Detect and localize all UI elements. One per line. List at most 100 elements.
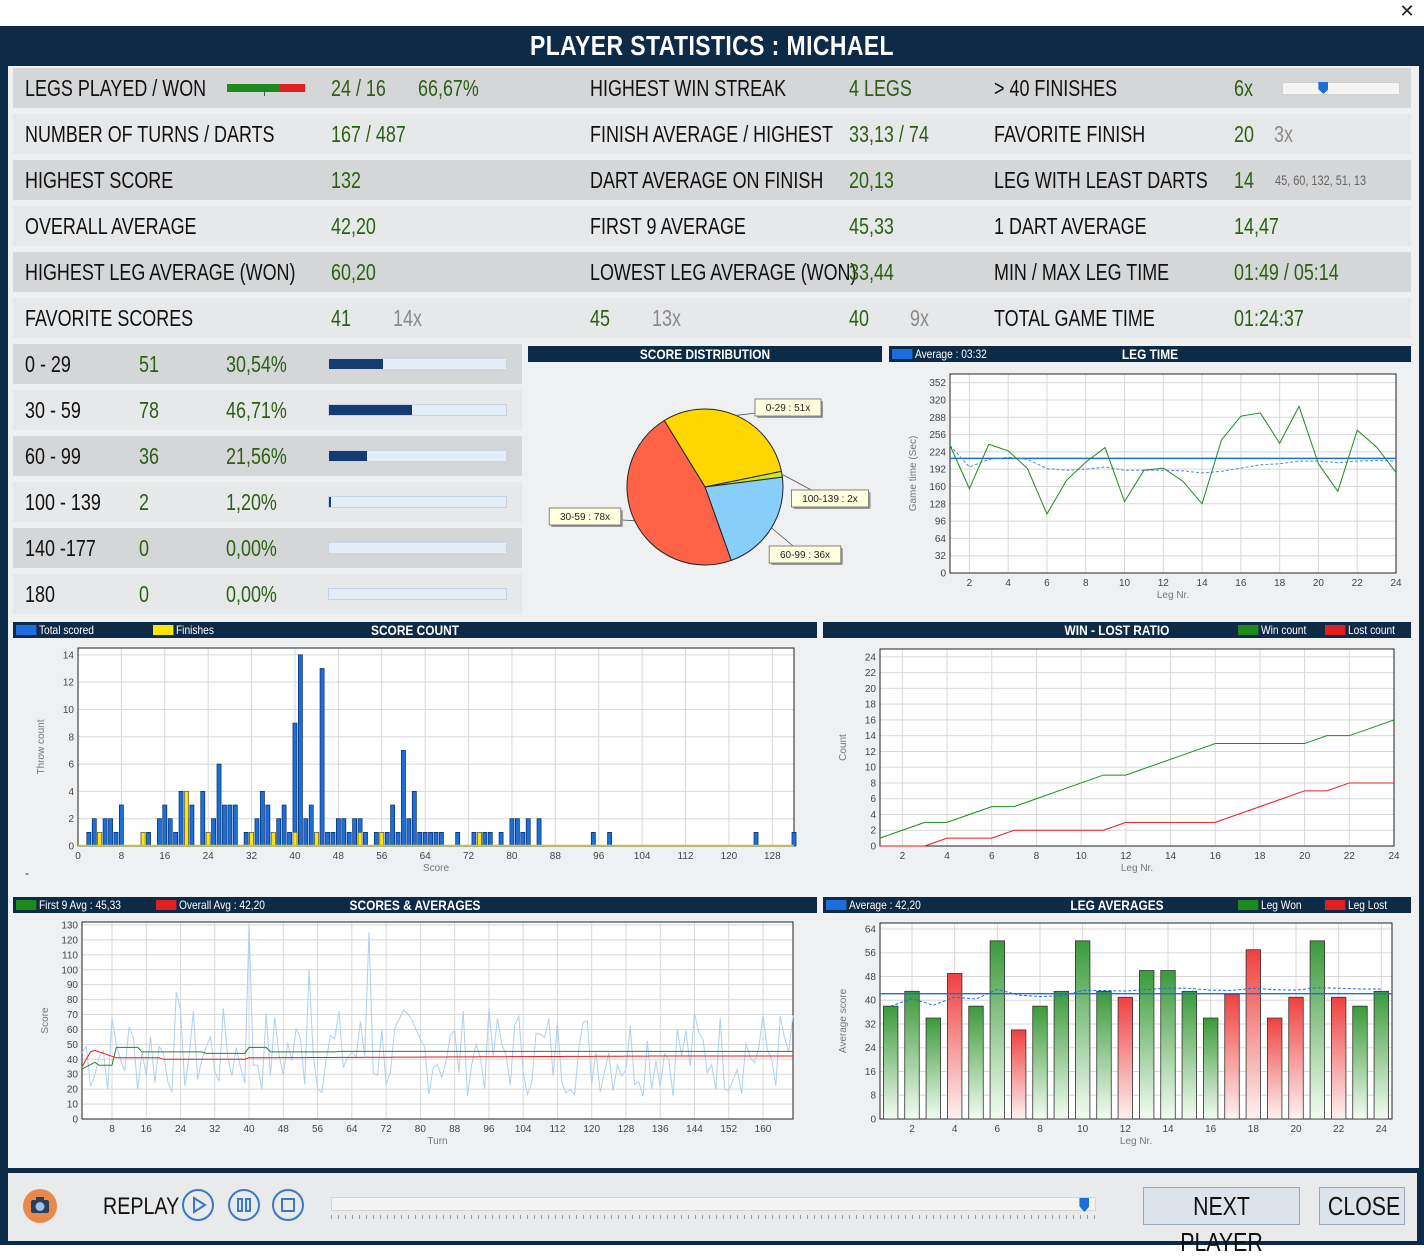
- y-axis-label: Throw count: [36, 719, 47, 774]
- favorite-score-3-count: 9x: [910, 305, 929, 331]
- x-axis-label: Leg Nr.: [1157, 590, 1189, 601]
- highest-win-streak-label: HIGHEST WIN STREAK: [590, 75, 787, 101]
- x-tick-label: 12: [1158, 578, 1170, 589]
- leg-average-bar: [1267, 1017, 1283, 1120]
- leg-averages-legend: Average : 42,20: [826, 899, 921, 911]
- y-tick-label: 352: [929, 378, 946, 389]
- y-tick-label: 100: [61, 965, 78, 976]
- x-tick-label: 22: [1333, 1124, 1345, 1135]
- finish-bar: [292, 831, 298, 847]
- range-row: 0 - 29 51 30,54%: [13, 344, 522, 384]
- next-player-button[interactable]: NEXT PLAYER: [1143, 1187, 1300, 1257]
- y-tick-label: 16: [865, 1067, 877, 1078]
- leg-average-bar: [1053, 990, 1069, 1120]
- range-row: 30 - 59 78 46,71%: [13, 390, 522, 430]
- y-tick-label: 70: [67, 1010, 79, 1021]
- y-tick-label: 130: [61, 920, 78, 931]
- leg-average-bar: [1352, 1005, 1368, 1120]
- range-label: 100 - 139: [25, 489, 101, 515]
- score-bar: [167, 818, 173, 847]
- highest-score-value: 132: [331, 167, 361, 193]
- dart-avg-finish-value: 20,13: [849, 167, 894, 193]
- range-bar: [328, 542, 507, 554]
- x-tick-label: 16: [141, 1124, 153, 1135]
- x-tick-label: 18: [1248, 1124, 1260, 1135]
- y-tick-label: 64: [935, 534, 947, 545]
- replay-slider-thumb[interactable]: [1079, 1198, 1090, 1212]
- y-axis-label: Score: [40, 1007, 51, 1034]
- leg-won-legend: Leg Won: [1238, 899, 1302, 911]
- over40-slider[interactable]: [1282, 82, 1400, 95]
- score-bar: [395, 831, 401, 847]
- y-tick-label: 4: [870, 810, 876, 821]
- x-tick-label: 48: [333, 851, 345, 862]
- score-bar: [113, 831, 119, 847]
- camera-button[interactable]: [23, 1189, 57, 1223]
- range-percent: 1,20%: [226, 489, 277, 515]
- leg-time-title: LEG TIME: [1121, 346, 1179, 362]
- score-bar: [173, 831, 179, 847]
- highest-score-label: HIGHEST SCORE: [25, 167, 174, 193]
- x-tick-label: 120: [583, 1124, 600, 1135]
- y-tick-label: 60: [67, 1025, 79, 1036]
- x-tick-label: 18: [1254, 851, 1266, 862]
- window-close-icon[interactable]: ✕: [1399, 1, 1415, 22]
- one-dart-average-value: 14,47: [1234, 213, 1279, 239]
- score-bar: [341, 818, 347, 847]
- y-tick-label: 96: [935, 517, 947, 528]
- y-tick-label: 30: [67, 1070, 79, 1081]
- leg-average-bar: [1331, 996, 1347, 1120]
- legend-label: Average : 42,20: [848, 898, 921, 912]
- y-tick-label: 24: [865, 1043, 877, 1054]
- overall-avg-line: [81, 1049, 793, 1068]
- x-tick-label: 8: [1083, 578, 1089, 589]
- x-tick-label: 128: [618, 1124, 635, 1135]
- leg-average-bar: [1288, 996, 1304, 1120]
- plot-border: [949, 373, 1397, 574]
- lowest-leg-avg-value: 33,44: [849, 259, 894, 285]
- y-tick-label: 14: [865, 731, 877, 742]
- score-bar: [303, 818, 309, 847]
- play-button[interactable]: [182, 1189, 214, 1221]
- overall-average-label: OVERALL AVERAGE: [25, 213, 197, 239]
- close-button[interactable]: CLOSE: [1319, 1187, 1405, 1225]
- legend-label: Win count: [1260, 623, 1307, 637]
- leg-time-legend: Average : 03:32: [892, 348, 987, 360]
- score-distribution-chart: 0-29 : 51x 100-139 : 2x 60-99 : 36x 30-59 :…: [548, 398, 871, 566]
- stop-button[interactable]: [272, 1189, 304, 1221]
- leg-average-bar: [1373, 990, 1389, 1120]
- y-tick-label: 24: [865, 652, 877, 663]
- x-tick-label: 136: [652, 1124, 669, 1135]
- range-count: 0: [139, 535, 149, 561]
- legend-label: Leg Lost: [1347, 898, 1388, 912]
- leg-lost-legend: Leg Lost: [1325, 899, 1387, 911]
- replay-slider[interactable]: [331, 1197, 1096, 1212]
- leg-average-bar: [968, 1005, 984, 1120]
- pause-button[interactable]: [228, 1189, 260, 1221]
- lost-count-legend: Lost count: [1325, 624, 1395, 636]
- y-tick-label: 32: [865, 1019, 877, 1030]
- x-tick-label: 2: [900, 851, 906, 862]
- leg-average-bar: [925, 1017, 941, 1120]
- over40-slider-thumb[interactable]: [1318, 82, 1329, 94]
- finish-average-label: FINISH AVERAGE / HIGHEST: [590, 121, 833, 147]
- score-bar: [373, 831, 379, 847]
- lost-count-line: [880, 782, 1394, 847]
- leg-average-bar: [1096, 990, 1112, 1120]
- finish-bar: [249, 831, 254, 847]
- x-tick-label: 2: [909, 1124, 915, 1135]
- legend-swatch-icon: [1325, 625, 1346, 635]
- score-bar: [222, 804, 227, 847]
- min-max-leg-time-label: MIN / MAX LEG TIME: [994, 259, 1170, 285]
- favorite-score-2-count: 13x: [652, 305, 681, 331]
- score-bar: [265, 804, 271, 847]
- over40-finishes-label: > 40 FINISHES: [994, 75, 1118, 101]
- x-tick-label: 6: [995, 1124, 1001, 1135]
- x-tick-label: 128: [764, 851, 781, 862]
- replay-slider-ticks: [331, 1215, 1096, 1219]
- score-bar: [433, 831, 439, 847]
- y-tick-label: 22: [865, 668, 877, 679]
- stats-row-4: OVERALL AVERAGE 42,20 FIRST 9 AVERAGE 45…: [13, 206, 1411, 246]
- leg-average-bar: [1245, 949, 1261, 1120]
